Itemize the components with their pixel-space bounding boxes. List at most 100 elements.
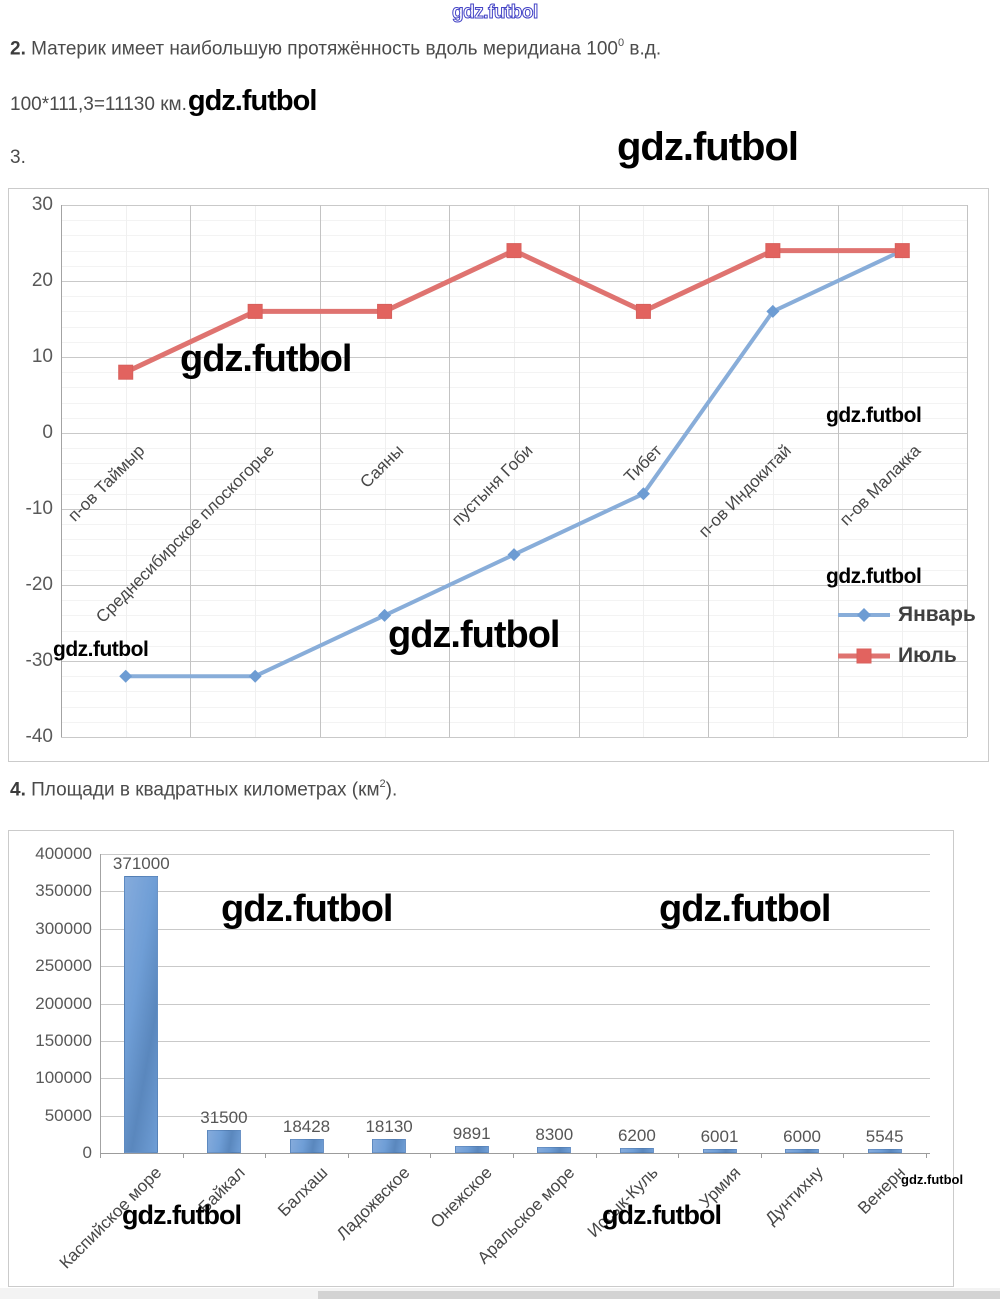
axis-tick	[347, 1153, 349, 1158]
bar-value-label: 18130	[365, 1117, 413, 1137]
gridline	[100, 966, 930, 968]
problem-2-body: Материк имеет наибольшую протяжённость в…	[25, 38, 618, 60]
site-watermark-header: gdz.futbol	[452, 2, 539, 24]
gridline-v	[190, 205, 192, 737]
gridline-v	[708, 205, 710, 737]
y-axis-tick-label: -30	[25, 650, 53, 671]
problem-3-number: 3.	[10, 147, 26, 168]
problem-4-number: 4.	[10, 779, 26, 801]
bar-value-label: 6000	[783, 1126, 821, 1146]
gridline	[100, 1115, 930, 1117]
watermark-bar-chart-3: gdz.futbol	[122, 1200, 242, 1230]
bar-value-label: 6001	[700, 1126, 739, 1146]
watermark-top-right: gdz.futbol	[617, 125, 799, 169]
bar	[289, 1139, 324, 1153]
axis-tick	[182, 1153, 184, 1158]
gridline	[61, 433, 967, 434]
y-axis-tick-label: 0	[82, 1143, 92, 1162]
y-axis-tick-label: 30	[31, 194, 53, 215]
axis-tick	[843, 1153, 845, 1158]
bar-value-label: 8300	[535, 1124, 574, 1144]
legend-diamond-marker-icon	[838, 608, 890, 622]
category-label: п-ов Таймыр	[63, 441, 149, 526]
y-axis-tick-label: -20	[25, 574, 53, 595]
gridline-v	[578, 205, 580, 737]
watermark-inline-formula: gdz.futbol	[187, 85, 318, 117]
watermark-line-chart-3: gdz.futbol	[826, 565, 922, 588]
gridline	[61, 661, 967, 662]
bar-value-label: 5545	[865, 1126, 904, 1146]
gridline	[100, 1040, 930, 1042]
legend-label: Июль	[898, 644, 957, 667]
axis-tick	[678, 1153, 680, 1158]
bar	[867, 1148, 902, 1153]
gridline	[100, 1003, 930, 1005]
problem-2-sup: 0	[617, 37, 625, 49]
watermark-line-chart-1: gdz.futbol	[180, 338, 352, 380]
bar-value-label: 9891	[452, 1123, 491, 1143]
y-axis-tick-label: 400000	[35, 844, 92, 863]
legend-square-marker-icon	[838, 648, 890, 664]
problem-4-sup: 2	[379, 778, 386, 790]
problem-2-text: 2. Материк имеет наибольшую протяжённост…	[10, 37, 662, 60]
problem-2-tail: в.д.	[624, 38, 662, 60]
watermark-bar-chart-1: gdz.futbol	[221, 888, 393, 930]
bar	[206, 1129, 241, 1153]
bar	[537, 1146, 572, 1153]
category-label: пустыня Гоби	[447, 441, 537, 530]
bar	[124, 875, 159, 1153]
watermark-bar-chart-4: gdz.futbol	[602, 1200, 722, 1230]
category-label: Балхаш	[273, 1163, 331, 1221]
y-axis-tick-label: 200000	[35, 993, 92, 1013]
y-axis-tick-label: -40	[25, 726, 53, 747]
problem-4-tail: ).	[385, 779, 398, 801]
y-axis-tick-label: -10	[25, 498, 53, 519]
gridline	[61, 737, 967, 738]
formula-text: 100*111,3=11130 км.	[10, 94, 187, 115]
category-label: п-ов Индокитай	[695, 441, 796, 542]
axis-tick	[513, 1153, 514, 1158]
axis-tick	[595, 1153, 597, 1158]
y-axis-tick-label: 300000	[35, 918, 92, 938]
problem-4-text: 4. Площади в квадратных километрах (км2)…	[10, 778, 398, 801]
bar	[702, 1148, 737, 1153]
watermark-line-chart-4: gdz.futbol	[53, 638, 149, 661]
y-axis-tick-label: 50000	[44, 1105, 92, 1125]
bar-value-label: 6200	[617, 1126, 656, 1146]
axis-tick	[430, 1153, 432, 1158]
legend-item: Январь	[837, 603, 976, 627]
y-axis-tick-label: 250000	[35, 956, 92, 976]
watermark-line-chart-5: gdz.futbol	[388, 614, 560, 656]
legend-item: Июль	[837, 644, 957, 668]
gridline	[100, 1078, 930, 1080]
y-axis-tick-label: 20	[31, 270, 53, 291]
category-label: Онежское	[427, 1163, 497, 1232]
axis-tick	[760, 1153, 762, 1158]
bar	[785, 1148, 820, 1153]
y-axis-tick-label: 100000	[35, 1068, 92, 1088]
problem-2-number: 2.	[10, 38, 26, 60]
gridline-v	[319, 205, 321, 737]
category-label: Дунтихну	[761, 1163, 827, 1229]
problem-4-body: Площади в квадратных километрах (км	[25, 779, 380, 801]
watermark-bar-chart-5: gdz.futbol	[901, 1172, 964, 1187]
gridline	[100, 928, 930, 930]
x-axis-line	[100, 1153, 930, 1154]
y-axis-tick-label: 350000	[35, 881, 92, 901]
gridline-v	[967, 205, 968, 737]
watermark-bar-chart-2: gdz.futbol	[659, 888, 831, 930]
bar-value-label: 371000	[112, 853, 170, 873]
category-label: п-ов Малакка	[836, 441, 925, 530]
y-axis-line	[100, 854, 101, 1158]
bar-value-label: 18428	[282, 1117, 331, 1137]
axis-tick	[265, 1153, 267, 1158]
axis-tick	[100, 1153, 101, 1158]
bar	[619, 1148, 654, 1153]
y-axis-tick-label: 10	[31, 346, 53, 367]
legend-label: Январь	[898, 603, 976, 626]
bar	[454, 1145, 489, 1153]
gridline-v	[449, 205, 451, 737]
footer-strip-shadow	[318, 1291, 1000, 1299]
gridline	[100, 891, 930, 893]
formula-line: 100*111,3=11130 км. gdz.futbol	[10, 85, 318, 118]
